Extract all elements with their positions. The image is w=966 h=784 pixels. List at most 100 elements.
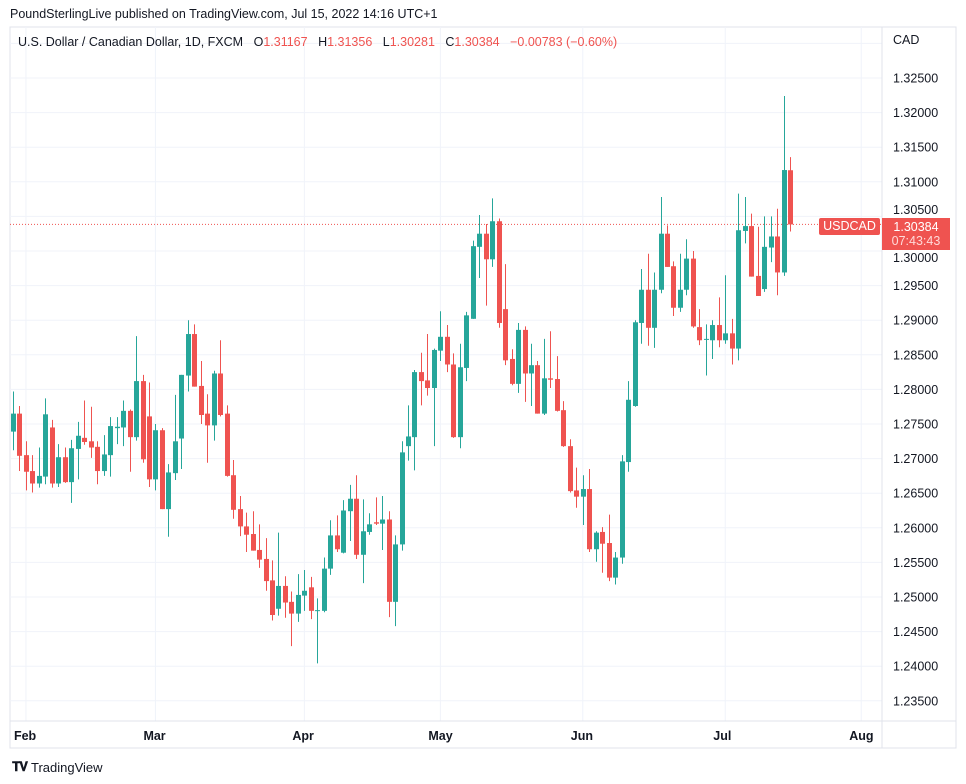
candle[interactable] [678,253,683,312]
candle[interactable] [128,409,133,472]
candle[interactable] [464,311,469,382]
candle[interactable] [652,272,657,348]
candle[interactable] [302,570,307,611]
candle[interactable] [147,382,152,487]
candle[interactable] [594,531,599,562]
candle[interactable] [341,500,346,554]
candle[interactable] [613,552,618,585]
candle[interactable] [400,441,405,551]
candle[interactable] [166,464,171,537]
candle[interactable] [50,419,55,488]
candle[interactable] [788,157,793,232]
candle[interactable] [153,424,158,491]
candle[interactable] [574,467,579,508]
candle[interactable] [600,527,605,573]
candle[interactable] [445,325,450,373]
candle[interactable] [56,444,61,487]
candle[interactable] [497,218,502,328]
candle[interactable] [251,511,256,551]
candle[interactable] [76,421,81,480]
candle[interactable] [63,447,68,483]
candle[interactable] [471,240,476,319]
candle[interactable] [542,338,547,416]
candle[interactable] [762,216,767,292]
candle[interactable] [710,320,715,359]
candle[interactable] [717,297,722,348]
candle[interactable] [315,598,320,664]
candle[interactable] [108,417,113,477]
candle[interactable] [283,576,288,618]
candle[interactable] [684,239,689,296]
candle[interactable] [535,361,540,414]
candle[interactable] [367,513,372,535]
candle[interactable] [723,275,728,344]
candle[interactable] [775,208,780,296]
candle[interactable] [523,326,528,402]
candle[interactable] [89,406,94,458]
candle[interactable] [37,447,42,488]
candle[interactable] [134,336,139,441]
candle[interactable] [490,198,495,267]
candle[interactable] [361,499,366,584]
candle[interactable] [782,95,787,276]
candle[interactable] [412,370,417,471]
candle[interactable] [335,515,340,553]
candle[interactable] [736,193,741,361]
candle[interactable] [173,394,178,481]
candle[interactable] [406,405,411,461]
candle[interactable] [309,576,314,620]
candle[interactable] [160,428,165,510]
candle[interactable] [516,322,521,393]
candle[interactable] [620,455,625,564]
candle[interactable] [102,435,107,476]
candle[interactable] [743,197,748,244]
candle[interactable] [354,475,359,559]
candle[interactable] [348,484,353,541]
candle[interactable] [141,374,146,463]
candle[interactable] [30,455,35,493]
candle[interactable] [69,439,74,503]
candle[interactable] [199,361,204,424]
candle[interactable] [289,591,294,647]
candle[interactable] [458,343,463,449]
candle[interactable] [24,441,29,491]
candle[interactable] [186,320,191,392]
candle[interactable] [438,311,443,362]
candle[interactable] [510,349,515,386]
candle[interactable] [633,320,638,407]
candle[interactable] [607,514,612,582]
candle[interactable] [419,352,424,406]
candle[interactable] [451,353,456,438]
candle[interactable] [730,318,735,365]
candle[interactable] [264,538,269,591]
candle[interactable] [691,251,696,328]
candle[interactable] [296,574,301,622]
candle[interactable] [749,213,754,277]
candle[interactable] [17,406,22,472]
candle[interactable] [205,394,210,463]
candle[interactable] [529,343,534,407]
candle[interactable] [322,557,327,613]
candle[interactable] [425,334,430,396]
candle[interactable] [11,391,16,451]
candle[interactable] [646,253,651,346]
candle[interactable] [697,309,702,346]
candle[interactable] [82,400,87,445]
candle[interactable] [581,475,586,526]
candle[interactable] [179,374,184,469]
candle[interactable] [477,215,482,278]
candle[interactable] [95,441,100,485]
candle[interactable] [626,381,631,472]
candle[interactable] [270,560,275,621]
candle[interactable] [276,532,281,616]
candle[interactable] [548,331,553,389]
candle[interactable] [257,524,262,568]
candle[interactable] [115,417,120,445]
candle[interactable] [238,495,243,537]
candle[interactable] [639,268,644,344]
candle[interactable] [244,512,249,553]
candle[interactable] [555,356,560,412]
candle[interactable] [380,495,385,550]
candle[interactable] [192,324,197,387]
